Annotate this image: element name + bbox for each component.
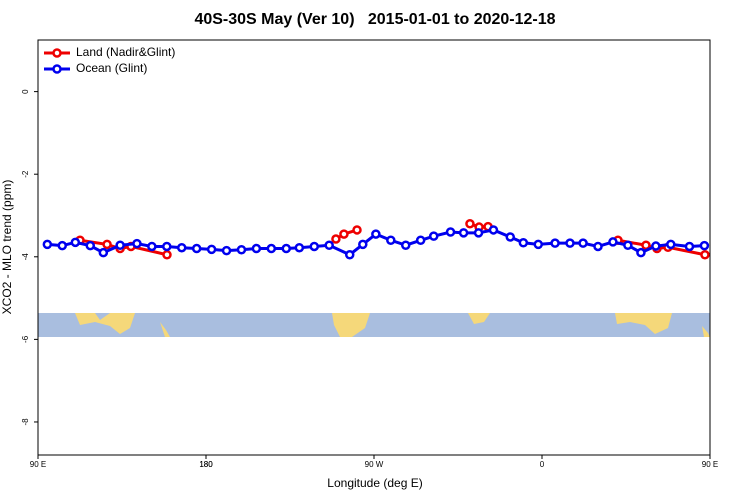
point	[294, 242, 305, 253]
point	[251, 243, 262, 254]
point	[550, 238, 560, 248]
chart-title: 40S-30S May (Ver 10) 2015-01-01 to 2020-…	[194, 11, 555, 28]
point	[445, 227, 456, 237]
point	[533, 239, 544, 250]
point	[147, 241, 157, 252]
point	[488, 225, 499, 235]
legend-marker	[52, 48, 62, 58]
point	[699, 240, 710, 251]
x-tick-label: 0	[540, 460, 545, 469]
point	[221, 245, 232, 256]
point	[85, 240, 96, 251]
point	[309, 241, 320, 252]
x-tick-label: 90 E	[702, 460, 718, 469]
point	[608, 237, 618, 247]
point	[358, 239, 368, 250]
point	[57, 240, 68, 251]
y-tick-label: -4	[21, 253, 30, 261]
point	[339, 229, 349, 239]
point	[700, 249, 710, 260]
x-tick-label: 90 E	[30, 460, 46, 469]
point	[132, 238, 142, 249]
x-tick-label: 180	[199, 460, 213, 469]
point	[281, 243, 292, 254]
point	[162, 241, 172, 252]
point	[400, 240, 411, 250]
legend-label: Ocean (Glint)	[76, 61, 147, 75]
y-tick-label: -2	[21, 170, 30, 178]
point	[651, 241, 661, 251]
point	[344, 249, 355, 260]
point	[458, 228, 469, 238]
x-tick-label: 180	[199, 460, 213, 469]
x-axis-label: Longitude (deg E)	[327, 476, 422, 490]
map-strip	[38, 313, 710, 337]
legend-marker	[52, 64, 62, 74]
point	[352, 225, 362, 235]
point	[191, 243, 202, 254]
point	[623, 240, 633, 250]
point	[386, 235, 396, 246]
point	[565, 238, 575, 248]
point	[371, 229, 381, 239]
point	[636, 247, 646, 258]
point	[465, 219, 475, 229]
y-tick-label: -8	[21, 418, 30, 426]
point	[236, 245, 247, 255]
point	[42, 239, 53, 250]
point	[70, 237, 81, 248]
x-tick-label: 90 W	[365, 460, 384, 469]
point	[102, 239, 112, 250]
point	[578, 238, 588, 248]
y-tick-label: 0	[21, 89, 30, 94]
point	[331, 234, 341, 244]
point	[98, 247, 109, 258]
y-tick-label: -6	[21, 335, 30, 343]
point	[666, 239, 676, 250]
point	[206, 244, 217, 255]
point	[428, 231, 439, 241]
point	[115, 240, 125, 250]
point	[176, 242, 187, 253]
point	[684, 241, 695, 252]
point	[473, 228, 484, 238]
point	[641, 240, 651, 250]
point	[324, 240, 334, 250]
point	[518, 238, 529, 248]
legend-label: Land (Nadir&Glint)	[76, 45, 175, 59]
point	[593, 241, 603, 252]
y-axis-label: XCO2 - MLO trend (ppm)	[0, 180, 14, 315]
point	[415, 235, 426, 246]
point	[505, 232, 516, 242]
point	[266, 243, 277, 254]
point	[162, 249, 172, 260]
